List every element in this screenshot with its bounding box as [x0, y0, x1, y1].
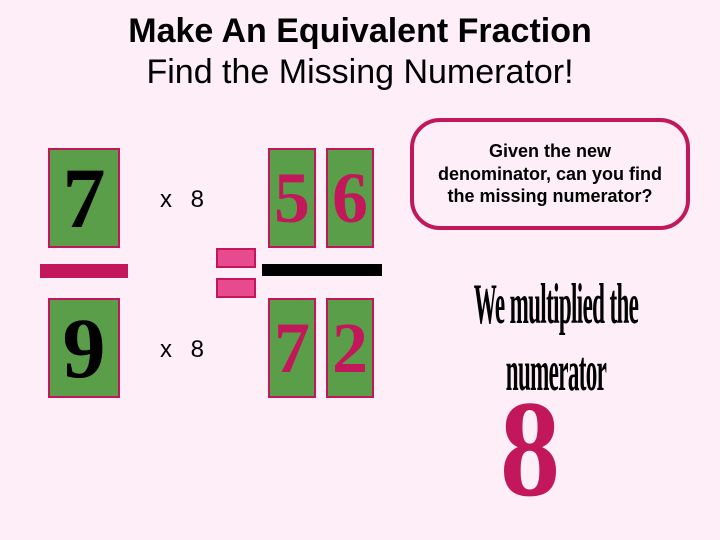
pinkbox-bottom: [216, 278, 256, 298]
page-title: Make An Equivalent Fraction: [0, 12, 720, 51]
page-subtitle: Find the Missing Numerator!: [0, 53, 720, 92]
fraction-bar-left: [40, 264, 128, 278]
stamp-left-numerator: 7: [48, 148, 120, 248]
stamp-right-den-tens: 7: [268, 298, 316, 398]
stamp-left-denominator: 9: [48, 298, 120, 398]
multiplier-bottom: x 8: [160, 336, 210, 364]
digit-2: 2: [328, 300, 372, 396]
digit-left-numerator: 7: [50, 150, 118, 246]
digit-5: 5: [270, 150, 314, 246]
multiplier-top: x 8: [160, 186, 210, 214]
answer-number: 8: [500, 370, 560, 529]
digit-6: 6: [328, 150, 372, 246]
digit-left-denominator: 9: [50, 300, 118, 396]
header: Make An Equivalent Fraction Find the Mis…: [0, 0, 720, 92]
stamp-right-num-ones: 6: [326, 148, 374, 248]
fraction-bar-right: [262, 264, 382, 276]
digit-7: 7: [270, 300, 314, 396]
stamp-right-num-tens: 5: [268, 148, 316, 248]
hint-bubble: Given the new denominator, can you find …: [410, 118, 690, 230]
pinkbox-top: [216, 248, 256, 268]
stage: 7 9 x 8 x 8 5 6 7 2 Given the new denomi…: [30, 130, 690, 520]
stamp-right-den-ones: 2: [326, 298, 374, 398]
